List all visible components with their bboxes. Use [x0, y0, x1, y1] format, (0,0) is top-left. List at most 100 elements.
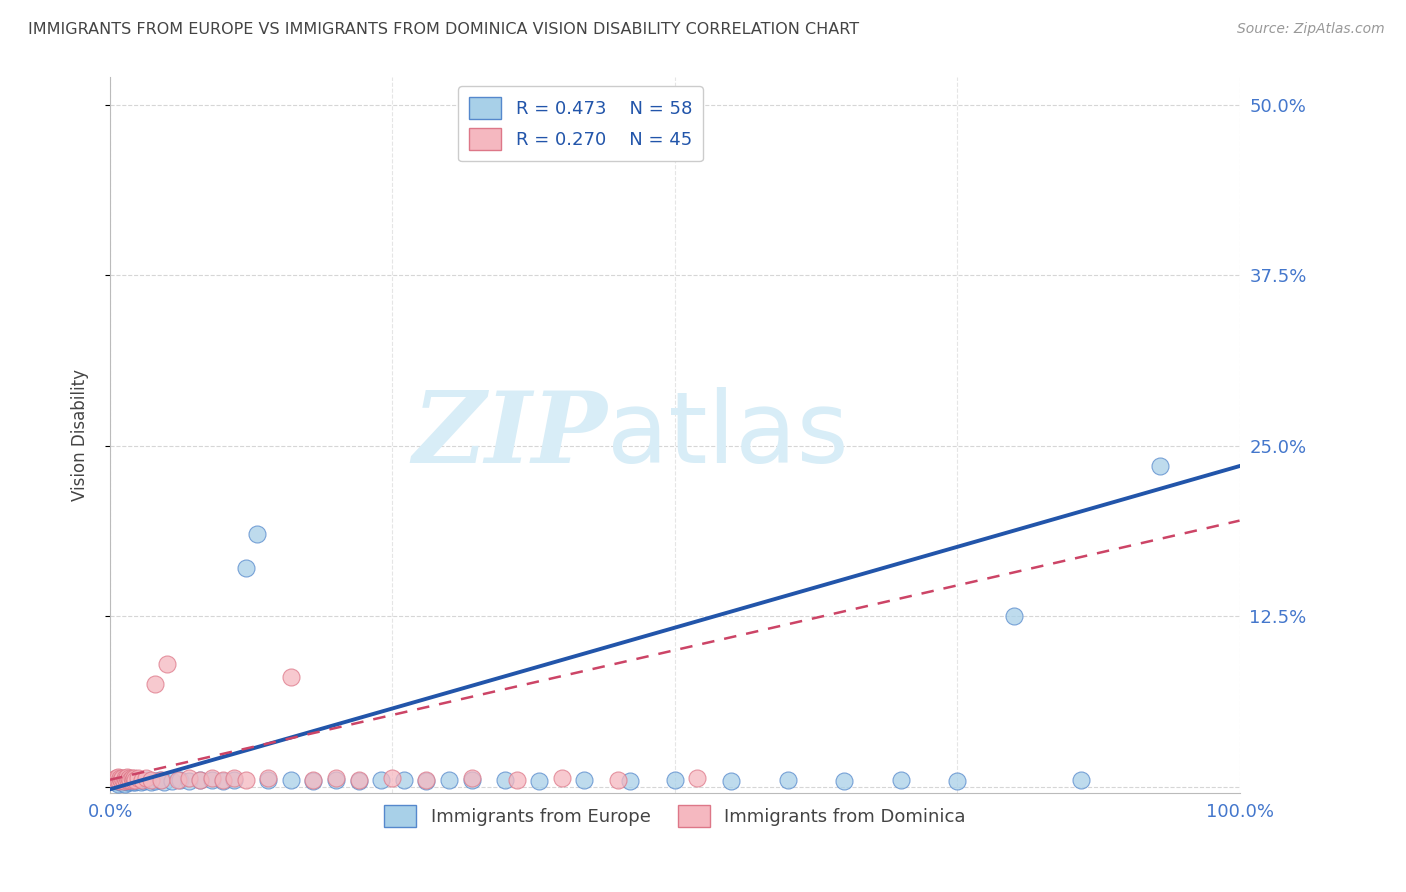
Point — [125, 774, 148, 789]
Point — [392, 772, 415, 787]
Point — [107, 777, 129, 791]
Point — [117, 774, 139, 789]
Point — [235, 561, 257, 575]
Point — [302, 772, 325, 787]
Point — [127, 772, 149, 787]
Point — [149, 772, 172, 787]
Point — [115, 772, 138, 787]
Text: atlas: atlas — [607, 387, 849, 483]
Point — [112, 774, 135, 789]
Point — [143, 774, 166, 789]
Point — [114, 772, 136, 786]
Point — [110, 772, 132, 787]
Point — [127, 772, 149, 786]
Point — [139, 772, 162, 787]
Point — [124, 775, 146, 789]
Point — [124, 772, 146, 787]
Point — [257, 772, 280, 787]
Point — [121, 772, 143, 787]
Point — [155, 657, 177, 671]
Point — [115, 775, 138, 789]
Point — [108, 774, 131, 789]
Text: ZIP: ZIP — [412, 387, 607, 483]
Point — [460, 772, 482, 787]
Point — [212, 772, 235, 787]
Point — [505, 772, 527, 787]
Point — [201, 772, 224, 787]
Point — [132, 774, 155, 789]
Point — [160, 774, 183, 789]
Point — [121, 772, 143, 786]
Point — [686, 772, 709, 786]
Point — [149, 772, 172, 787]
Point — [415, 772, 437, 787]
Point — [664, 772, 686, 787]
Point — [607, 772, 630, 787]
Point — [129, 775, 152, 789]
Point — [107, 770, 129, 784]
Point — [437, 772, 460, 787]
Point — [325, 772, 347, 786]
Point — [111, 772, 134, 786]
Point — [169, 772, 191, 787]
Point — [1149, 459, 1171, 474]
Point — [201, 772, 224, 786]
Legend: Immigrants from Europe, Immigrants from Dominica: Immigrants from Europe, Immigrants from … — [377, 798, 973, 834]
Point — [494, 772, 516, 787]
Point — [118, 772, 141, 786]
Point — [179, 772, 201, 786]
Point — [257, 772, 280, 786]
Point — [946, 774, 969, 789]
Point — [246, 527, 269, 541]
Point — [235, 772, 257, 787]
Point — [460, 772, 482, 786]
Point — [212, 774, 235, 789]
Point — [135, 772, 157, 786]
Point — [224, 772, 246, 786]
Point — [832, 774, 855, 789]
Point — [325, 772, 347, 787]
Point — [1002, 609, 1025, 624]
Point — [347, 772, 370, 787]
Point — [190, 772, 212, 787]
Point — [110, 772, 132, 787]
Point — [104, 775, 127, 789]
Point — [551, 772, 574, 786]
Point — [347, 774, 370, 789]
Point — [120, 772, 142, 787]
Point — [122, 772, 145, 786]
Point — [122, 772, 145, 787]
Point — [131, 772, 153, 787]
Point — [179, 774, 201, 789]
Point — [108, 774, 131, 789]
Point — [190, 772, 212, 787]
Point — [110, 775, 132, 789]
Point — [104, 772, 127, 786]
Point — [529, 774, 551, 789]
Point — [1070, 772, 1092, 787]
Point — [574, 772, 596, 787]
Text: Source: ZipAtlas.com: Source: ZipAtlas.com — [1237, 22, 1385, 37]
Point — [224, 772, 246, 787]
Point — [280, 670, 302, 684]
Point — [120, 772, 142, 787]
Point — [143, 677, 166, 691]
Point — [121, 774, 143, 789]
Point — [370, 772, 392, 787]
Point — [280, 772, 302, 787]
Point — [121, 775, 143, 789]
Point — [111, 775, 134, 789]
Y-axis label: Vision Disability: Vision Disability — [72, 369, 89, 501]
Point — [415, 774, 437, 789]
Point — [103, 772, 125, 787]
Point — [115, 772, 138, 787]
Point — [114, 777, 136, 791]
Point — [776, 772, 799, 787]
Point — [115, 770, 138, 784]
Point — [112, 774, 135, 789]
Text: IMMIGRANTS FROM EUROPE VS IMMIGRANTS FROM DOMINICA VISION DISABILITY CORRELATION: IMMIGRANTS FROM EUROPE VS IMMIGRANTS FRO… — [28, 22, 859, 37]
Point — [153, 775, 176, 789]
Point — [117, 772, 139, 787]
Point — [619, 774, 641, 789]
Point — [890, 772, 912, 787]
